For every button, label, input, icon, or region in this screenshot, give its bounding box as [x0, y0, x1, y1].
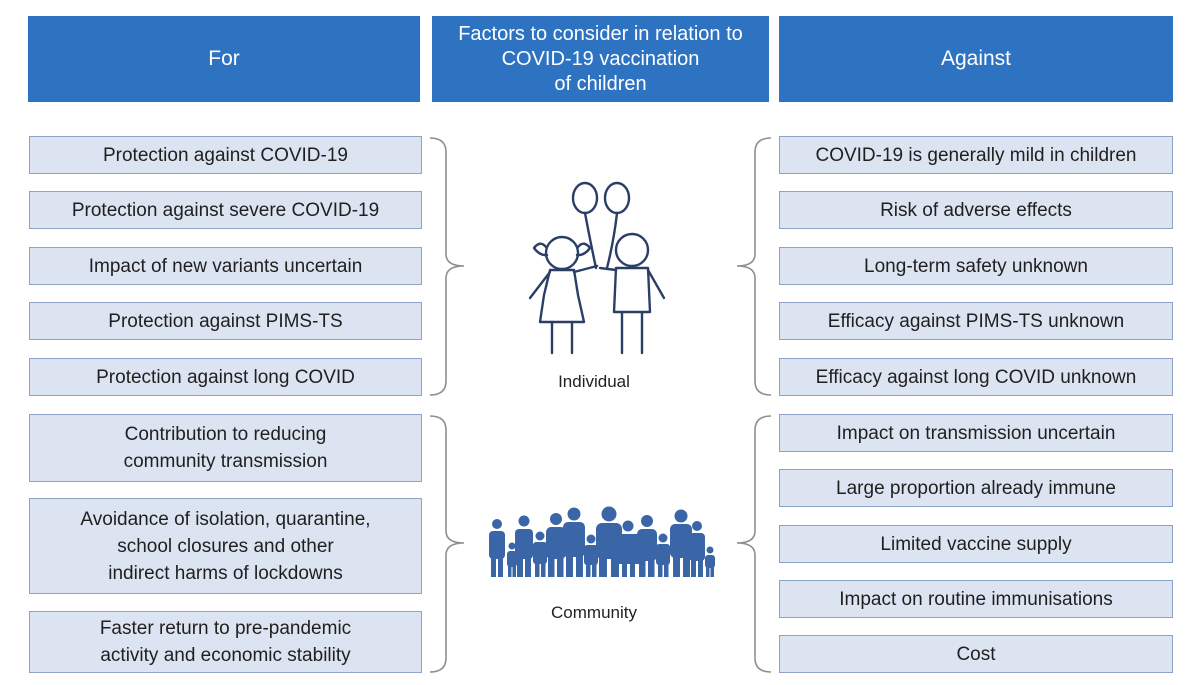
against-community-item: Large proportion already immune — [779, 469, 1173, 507]
against-individual-item: COVID-19 is generally mild in children — [779, 136, 1173, 174]
bracket-right-community — [736, 415, 772, 673]
community-label: Community — [551, 603, 637, 622]
header-against: Against — [779, 16, 1173, 102]
bracket-left-community — [429, 415, 465, 673]
for-individual-item: Protection against COVID-19 — [29, 136, 422, 174]
against-individual-item: Long-term safety unknown — [779, 247, 1173, 285]
community-crowd-icon — [489, 506, 715, 577]
diagram-title: Factors to consider in relation to COVID… — [432, 16, 769, 102]
against-individual-item: Risk of adverse effects — [779, 191, 1173, 229]
children-with-balloons-icon — [528, 181, 666, 355]
header-for: For — [28, 16, 420, 102]
for-individual-item: Protection against long COVID — [29, 358, 422, 396]
against-community-item: Impact on routine immunisations — [779, 580, 1173, 618]
for-individual-item: Impact of new variants uncertain — [29, 247, 422, 285]
for-community-item: Avoidance of isolation, quarantine, scho… — [29, 498, 422, 594]
for-community-item: Contribution to reducing community trans… — [29, 414, 422, 482]
against-community-item: Cost — [779, 635, 1173, 673]
against-individual-item: Efficacy against long COVID unknown — [779, 358, 1173, 396]
against-community-item: Impact on transmission uncertain — [779, 414, 1173, 452]
against-individual-item: Efficacy against PIMS-TS unknown — [779, 302, 1173, 340]
against-community-item: Limited vaccine supply — [779, 525, 1173, 563]
bracket-left-individual — [429, 137, 465, 396]
for-community-item: Faster return to pre-pandemic activity a… — [29, 611, 422, 673]
bracket-right-individual — [736, 137, 772, 396]
individual-label: Individual — [558, 372, 630, 391]
for-individual-item: Protection against PIMS-TS — [29, 302, 422, 340]
for-individual-item: Protection against severe COVID-19 — [29, 191, 422, 229]
